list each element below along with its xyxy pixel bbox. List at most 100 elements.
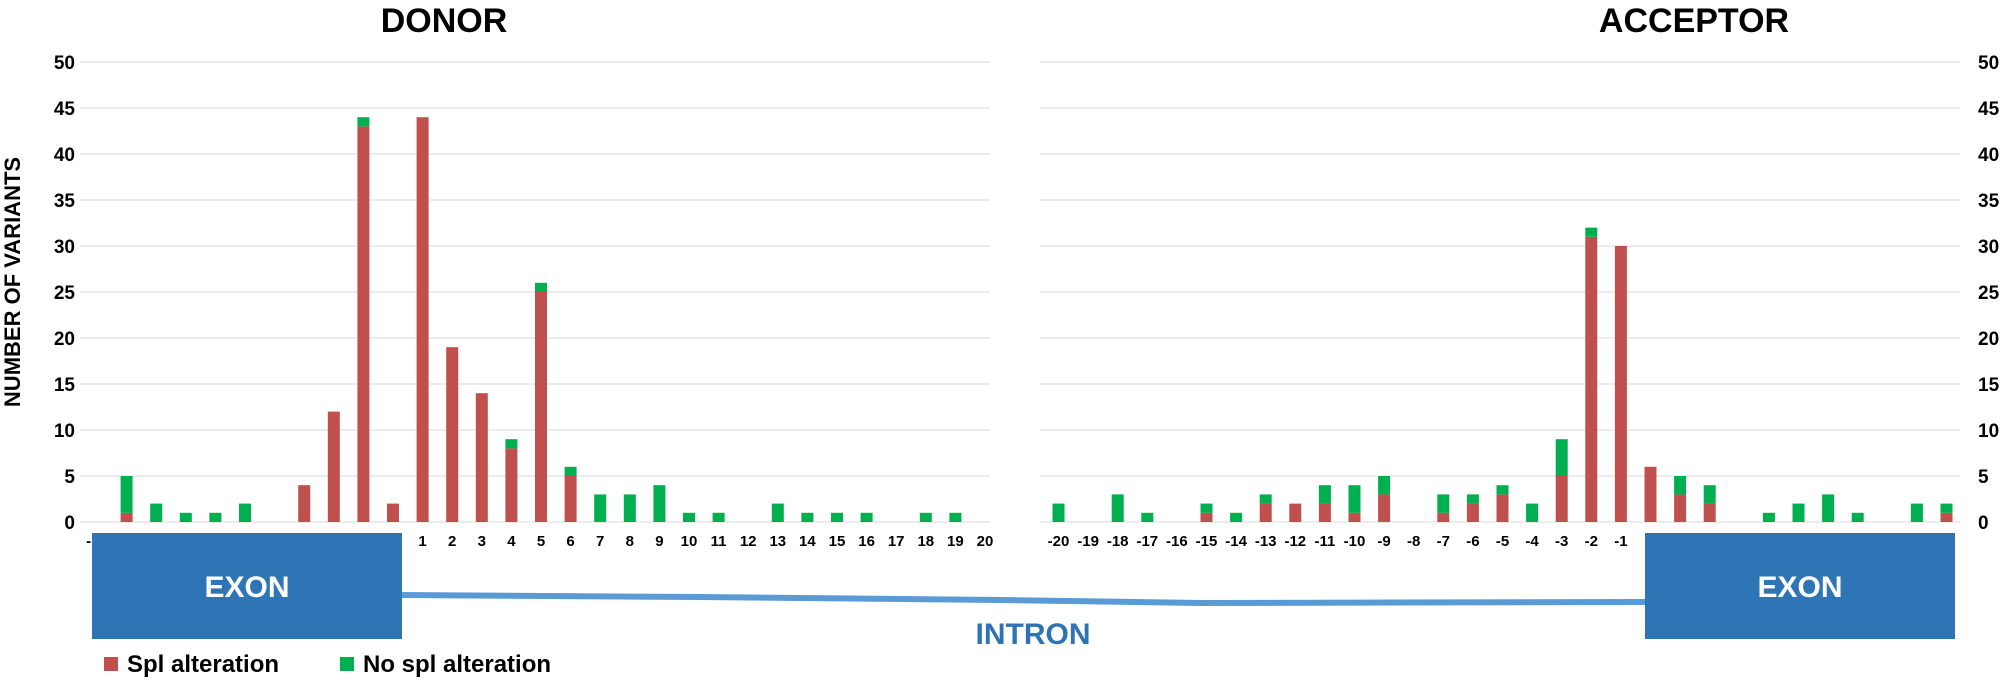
acceptor-bar-nospl (1822, 494, 1835, 522)
acceptor-bar-nospl (1585, 227, 1598, 237)
acceptor-bar-nospl (1762, 512, 1775, 522)
donor-y-tick-label: 10 (54, 421, 75, 442)
donor-bar-spl (298, 485, 311, 522)
acceptor-bar-nospl (1466, 494, 1479, 504)
donor-x-tick-label: 5 (537, 533, 545, 550)
acceptor-bar-nospl (1378, 476, 1391, 495)
donor-bar-nospl (919, 512, 932, 522)
donor-bar-nospl (505, 439, 518, 449)
acceptor-bar-nospl (1200, 503, 1213, 513)
donor-bar-spl (387, 503, 399, 522)
acceptor-y-tick-label: 5 (1978, 467, 1989, 488)
donor-x-tick-label: 17 (888, 533, 905, 550)
donor-bar-spl (564, 476, 577, 522)
acceptor-bar-spl (1940, 512, 1953, 522)
donor-bar-nospl (594, 494, 607, 522)
acceptor-y-tick-label: 15 (1978, 375, 2000, 396)
donor-x-tick-label: 4 (507, 533, 516, 550)
donor-x-tick-label: 18 (917, 533, 934, 550)
acceptor-bar-spl (1674, 494, 1687, 522)
donor-bar-nospl (239, 503, 251, 522)
donor-x-tick-label: 15 (829, 533, 846, 550)
acceptor-y-tick-label: 35 (1978, 191, 2000, 212)
donor-bar-spl (446, 347, 459, 522)
donor-y-tick-label: 5 (64, 467, 75, 488)
acceptor-bar-nospl (1940, 503, 1953, 513)
acceptor-x-tick-label: -16 (1166, 533, 1188, 550)
donor-bar-nospl (535, 282, 547, 292)
exon-right-label: EXON (1757, 571, 1842, 604)
donor-bar-nospl (623, 494, 636, 522)
acceptor-y-tick-label: 45 (1978, 99, 2000, 120)
legend-swatch-spl (104, 657, 118, 671)
donor-bar-spl (505, 448, 518, 522)
donor-x-tick-label: 20 (977, 533, 994, 550)
legend: Spl alteration No spl alteration (104, 651, 551, 678)
donor-bar-spl (416, 117, 429, 522)
acceptor-y-tick-label: 30 (1978, 237, 1999, 258)
acceptor-x-tick-label: -14 (1225, 533, 1247, 550)
donor-bar-nospl (150, 503, 163, 522)
donor-x-tick-label: 19 (947, 533, 964, 550)
donor-x-tick-label: 9 (655, 533, 663, 550)
donor-bar-nospl (860, 512, 873, 522)
donor-x-tick-label: 6 (566, 533, 574, 550)
donor-bar-nospl (801, 512, 814, 522)
acceptor-y-tick-label: 0 (1978, 513, 1989, 534)
acceptor-x-tick-label: -1 (1614, 533, 1627, 550)
donor-bar-nospl (564, 466, 577, 476)
donor-y-tick-label: 50 (54, 53, 75, 74)
intron-line (399, 592, 1646, 607)
acceptor-bar-nospl (1348, 485, 1361, 513)
donor-panel: DONOR05101520253035404550-10-9-8-7-6-5-4… (54, 2, 993, 550)
donor-x-tick-label: 7 (596, 533, 604, 550)
acceptor-x-tick-label: -9 (1377, 533, 1390, 550)
acceptor-bar-spl (1466, 503, 1479, 522)
donor-bar-nospl (357, 117, 370, 127)
legend-swatch-nospl (340, 657, 354, 671)
acceptor-chart-title: ACCEPTOR (1599, 2, 1789, 40)
acceptor-x-tick-label: -12 (1284, 533, 1306, 550)
donor-y-tick-label: 45 (54, 99, 76, 120)
donor-x-tick-label: 13 (769, 533, 786, 550)
acceptor-bar-spl (1200, 512, 1213, 522)
acceptor-bar-nospl (1555, 439, 1568, 476)
donor-bar-nospl (949, 512, 962, 522)
acceptor-bar-nospl (1230, 512, 1243, 522)
donor-bar-spl (327, 411, 340, 522)
donor-x-tick-label: 10 (681, 533, 698, 550)
acceptor-x-tick-label: -7 (1437, 533, 1450, 550)
acceptor-x-tick-label: -11 (1314, 533, 1335, 550)
donor-y-tick-label: 35 (54, 191, 76, 212)
acceptor-bar-spl (1585, 236, 1598, 523)
acceptor-x-tick-label: -20 (1048, 533, 1070, 550)
acceptor-y-tick-label: 10 (1978, 421, 1999, 442)
y-axis-label: NUMBER OF VARIANTS (0, 157, 25, 407)
donor-x-tick-label: 1 (418, 533, 426, 550)
acceptor-bar-nospl (1526, 503, 1539, 522)
acceptor-bar-spl (1289, 503, 1302, 522)
donor-x-tick-label: 12 (740, 533, 757, 550)
donor-bar-spl (475, 393, 488, 522)
acceptor-x-tick-label: -10 (1344, 533, 1366, 550)
acceptor-bar-nospl (1674, 476, 1687, 495)
acceptor-x-tick-label: -19 (1077, 533, 1099, 550)
acceptor-bar-nospl (1318, 485, 1331, 504)
donor-x-tick-label: 16 (858, 533, 875, 550)
donor-bar-nospl (712, 512, 725, 522)
exon-left-box (92, 533, 402, 639)
donor-x-tick-label: 2 (448, 533, 456, 550)
acceptor-y-tick-label: 25 (1978, 283, 2000, 304)
legend-label-spl: Spl alteration (127, 651, 279, 678)
donor-x-tick-label: 3 (478, 533, 486, 550)
acceptor-bar-spl (1437, 512, 1450, 522)
acceptor-bar-nospl (1141, 512, 1154, 522)
acceptor-bar-spl (1378, 494, 1391, 522)
acceptor-bar-nospl (1052, 503, 1065, 522)
acceptor-x-tick-label: -5 (1496, 533, 1509, 550)
acceptor-bar-nospl (1496, 485, 1509, 495)
acceptor-y-tick-label: 50 (1978, 53, 1999, 74)
donor-bar-nospl (653, 485, 666, 522)
acceptor-bar-nospl (1259, 494, 1272, 504)
